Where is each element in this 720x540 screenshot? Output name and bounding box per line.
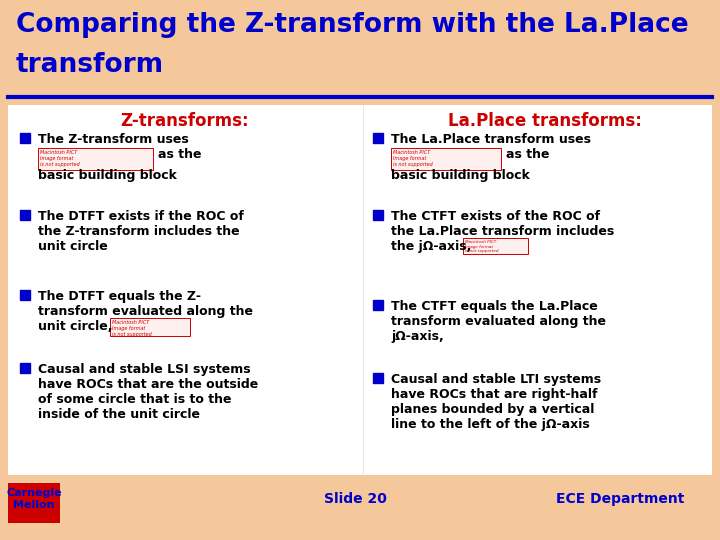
Text: unit circle: unit circle (38, 240, 108, 253)
Text: line to the left of the jΩ-axis: line to the left of the jΩ-axis (391, 418, 590, 431)
Text: transform evaluated along the: transform evaluated along the (391, 315, 606, 328)
Text: Z-transforms:: Z-transforms: (121, 112, 249, 130)
Text: as the: as the (506, 148, 549, 161)
Text: the La.Place transform includes: the La.Place transform includes (391, 225, 614, 238)
FancyBboxPatch shape (8, 483, 60, 523)
FancyBboxPatch shape (463, 238, 528, 254)
Text: basic building block: basic building block (38, 169, 177, 182)
Text: Slide 20: Slide 20 (323, 492, 387, 506)
FancyBboxPatch shape (110, 318, 190, 336)
Text: have ROCs that are the outside: have ROCs that are the outside (38, 378, 258, 391)
Text: the Z-transform includes the: the Z-transform includes the (38, 225, 240, 238)
Bar (20, 210, 30, 220)
Bar (373, 210, 383, 220)
FancyBboxPatch shape (8, 105, 712, 475)
Bar (373, 133, 383, 143)
Text: transform: transform (16, 52, 164, 78)
Bar (20, 290, 30, 300)
Text: Carnegie
Mellon: Carnegie Mellon (6, 488, 62, 510)
Text: as the: as the (158, 148, 202, 161)
Text: The DTFT equals the Z-: The DTFT equals the Z- (38, 290, 201, 303)
Text: Macintosh PICT
Image format
is not supported: Macintosh PICT Image format is not suppo… (112, 320, 152, 336)
Text: La.Place transforms:: La.Place transforms: (448, 112, 642, 130)
FancyBboxPatch shape (391, 148, 501, 170)
Text: The Z-transform uses: The Z-transform uses (38, 133, 189, 146)
Bar (373, 300, 383, 310)
Text: The DTFT exists if the ROC of: The DTFT exists if the ROC of (38, 210, 244, 223)
Text: Causal and stable LTI systems: Causal and stable LTI systems (391, 373, 601, 386)
Bar (20, 363, 30, 373)
FancyBboxPatch shape (38, 148, 153, 170)
Text: The CTFT exists of the ROC of: The CTFT exists of the ROC of (391, 210, 600, 223)
Text: Causal and stable LSI systems: Causal and stable LSI systems (38, 363, 251, 376)
Text: have ROCs that are right-half: have ROCs that are right-half (391, 388, 598, 401)
Text: basic building block: basic building block (391, 169, 530, 182)
Text: The CTFT equals the La.Place: The CTFT equals the La.Place (391, 300, 598, 313)
Text: jΩ-axis,: jΩ-axis, (391, 330, 444, 343)
Text: Comparing the Z-transform with the La.Place: Comparing the Z-transform with the La.Pl… (16, 12, 688, 38)
Text: The La.Place transform uses: The La.Place transform uses (391, 133, 591, 146)
Text: the jΩ-axis,: the jΩ-axis, (391, 240, 472, 253)
Text: Macintosh PICT
Image format
is not supported: Macintosh PICT Image format is not suppo… (393, 150, 433, 167)
Text: inside of the unit circle: inside of the unit circle (38, 408, 200, 421)
Text: ECE Department: ECE Department (556, 492, 684, 506)
Bar (373, 373, 383, 383)
Text: Macintosh PICT
Image format
is not supported: Macintosh PICT Image format is not suppo… (40, 150, 80, 167)
Text: Macintosh PICT
Image format
is not supported: Macintosh PICT Image format is not suppo… (465, 240, 498, 253)
Text: planes bounded by a vertical: planes bounded by a vertical (391, 403, 595, 416)
Bar (20, 133, 30, 143)
Text: unit circle,: unit circle, (38, 320, 112, 333)
Text: transform evaluated along the: transform evaluated along the (38, 305, 253, 318)
Text: of some circle that is to the: of some circle that is to the (38, 393, 232, 406)
